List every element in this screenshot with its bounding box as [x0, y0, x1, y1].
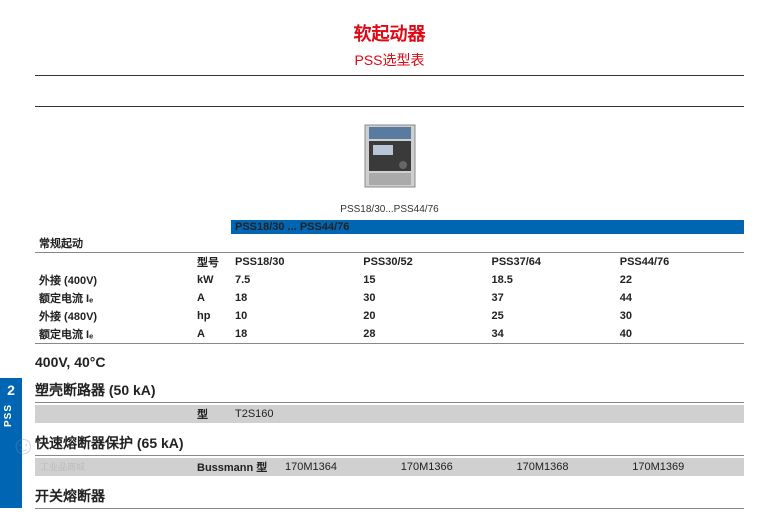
cell: 40: [616, 325, 744, 344]
cell: PSS44/76: [616, 253, 744, 272]
watermark-text: 工业品商城: [40, 460, 85, 473]
page-subtitle: PSS选型表: [35, 50, 744, 70]
fuse-table: Bussmann 型 170M1364 170M1366 170M1368 17…: [35, 458, 744, 476]
section-label: 常规起动: [35, 234, 193, 253]
cell: 170M1369: [628, 458, 744, 476]
cell: 7.5: [231, 271, 359, 289]
content-area: PSS18/30 ... PSS44/76 常规起动 型号 PSS18/30 P…: [35, 220, 744, 509]
cell: 22: [616, 271, 744, 289]
spec-table: PSS18/30 ... PSS44/76 常规起动 型号 PSS18/30 P…: [35, 220, 744, 344]
cell: PSS37/64: [488, 253, 616, 272]
page-header: 软起动器 PSS选型表: [35, 0, 744, 76]
cell: 额定电流 Iₑ: [35, 289, 193, 307]
side-tab-number: 2: [0, 378, 22, 398]
range-bar: PSS18/30 ... PSS44/76: [231, 220, 744, 234]
cell: Bussmann 型: [193, 458, 281, 476]
cell: 18: [231, 325, 359, 344]
cell: [35, 253, 193, 272]
page-title: 软起动器: [35, 20, 744, 46]
cell: T2S160: [231, 405, 359, 423]
cell: 44: [616, 289, 744, 307]
mccb-heading: 塑壳断路器 (50 kA): [35, 380, 744, 403]
switch-fuse-heading: 开关熔断器: [35, 486, 744, 509]
cell: 型: [193, 405, 231, 423]
cell: 25: [488, 307, 616, 325]
cell: 30: [616, 307, 744, 325]
product-image-block: PSS18/30...PSS44/76: [35, 117, 744, 215]
cell: 28: [359, 325, 487, 344]
table-row: 外接 (480V) hp 10 20 25 30: [35, 307, 744, 325]
watermark-icon: ☺: [10, 430, 37, 461]
table-row: 额定电流 Iₑ A 18 28 34 40: [35, 325, 744, 344]
divider: [35, 106, 744, 107]
table-row: 型号 PSS18/30 PSS30/52 PSS37/64 PSS44/76: [35, 253, 744, 272]
cell: 18.5: [488, 271, 616, 289]
cell: 170M1368: [513, 458, 629, 476]
cell: kW: [193, 271, 231, 289]
fuse-heading: 快速熔断器保护 (65 kA): [35, 433, 744, 456]
product-image-icon: [345, 117, 435, 197]
cell: hp: [193, 307, 231, 325]
cell: 20: [359, 307, 487, 325]
volt-temp-heading: 400V, 40°C: [35, 354, 744, 370]
table-row: 外接 (400V) kW 7.5 15 18.5 22: [35, 271, 744, 289]
cell: 额定电流 Iₑ: [35, 325, 193, 344]
mccb-table: 型 T2S160: [35, 405, 744, 423]
cell: 18: [231, 289, 359, 307]
cell: 外接 (480V): [35, 307, 193, 325]
cell: 10: [231, 307, 359, 325]
product-image-caption: PSS18/30...PSS44/76: [35, 204, 744, 215]
cell: 37: [488, 289, 616, 307]
cell: PSS30/52: [359, 253, 487, 272]
cell: 型号: [193, 253, 231, 272]
cell: 170M1366: [397, 458, 513, 476]
cell: PSS18/30: [231, 253, 359, 272]
cell: 15: [359, 271, 487, 289]
side-tab-label: PSS: [0, 398, 17, 433]
table-row: 额定电流 Iₑ A 18 30 37 44: [35, 289, 744, 307]
cell: 外接 (400V): [35, 271, 193, 289]
cell: 170M1364: [281, 458, 397, 476]
cell: A: [193, 289, 231, 307]
cell: 30: [359, 289, 487, 307]
cell: 34: [488, 325, 616, 344]
cell: A: [193, 325, 231, 344]
